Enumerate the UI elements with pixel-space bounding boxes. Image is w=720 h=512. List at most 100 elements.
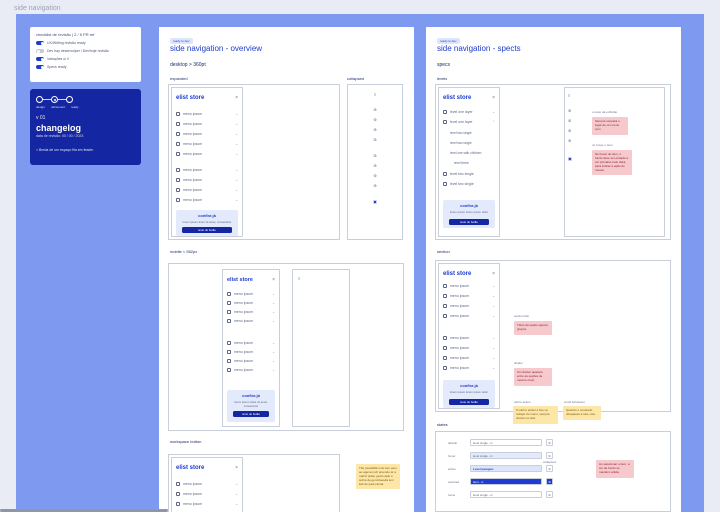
nav-item[interactable]: level one layer ⌃ [443, 120, 495, 124]
nav-item[interactable]: menu ipsum ⌄ [443, 314, 495, 318]
close-icon[interactable]: × [272, 277, 275, 283]
nav-item[interactable]: menu ipsum ⌄ [443, 284, 495, 288]
toggle-off[interactable] [36, 49, 44, 53]
nav-rail-icon[interactable]: ⊛ [568, 128, 572, 133]
nav-item[interactable]: menu ipsum ⌄ [176, 142, 238, 146]
toggle-on[interactable] [36, 57, 44, 61]
nav-item[interactable]: menu ipsum ⌄ [176, 178, 238, 182]
nav-item[interactable]: menu ipsum ⌄ [227, 319, 275, 323]
nav-rail-icon[interactable]: ⊛ [373, 153, 377, 158]
nav-rail-icon[interactable]: ⊛ [373, 183, 377, 188]
nav-item[interactable]: menu ipsum ⌄ [176, 198, 238, 202]
nav-item[interactable]: menu ipsum ⌄ [176, 188, 238, 192]
checklist-row[interactable]: Dev hay desenvolper / Dev/hoje revisão [36, 49, 135, 53]
nav-rail-icon[interactable]: ⊛ [373, 107, 377, 112]
state-icon[interactable]: ⊛ [546, 465, 553, 472]
cta-button[interactable]: texto do botão [449, 219, 489, 225]
nav-item[interactable]: menu ipsum ⌄ [176, 132, 238, 136]
menu-icon[interactable]: ≡ [373, 92, 377, 97]
nav-item[interactable]: level two single [443, 172, 495, 176]
state-icon[interactable]: ⊛ [546, 491, 553, 498]
brand-logo[interactable]: elist store [227, 277, 253, 283]
nav-item[interactable]: menu ipsum ⌄ [443, 336, 495, 340]
nav-item-label: menu ipsum [450, 314, 470, 318]
nav-item[interactable]: menu ipsum ⌄ [227, 341, 275, 345]
nav-item[interactable]: menu ipsum ⌄ [227, 292, 275, 296]
changelog-date: data de revisão: 00 / 00 / 2023 [36, 134, 84, 138]
chevron-down-icon: ⌄ [235, 188, 238, 192]
state-item[interactable]: level single - ic [470, 491, 542, 498]
nav-item-label: menu ipsum [450, 294, 470, 298]
nav-rail-icon[interactable]: ⊛ [568, 118, 572, 123]
brand-logo[interactable]: elist store [176, 95, 205, 101]
brand-logo[interactable]: elist store [176, 465, 205, 471]
state-item-hover[interactable]: level single - ic [470, 452, 542, 459]
state-item-active[interactable]: Level paragon [470, 465, 542, 472]
state-item-selected[interactable]: item - ic [470, 478, 542, 485]
state-icon-selected[interactable]: ⊛ [546, 478, 553, 485]
nav-rail-icon[interactable]: ⊛ [373, 163, 377, 168]
brand-logo[interactable]: elist store [443, 271, 472, 277]
cta-rail-icon[interactable]: ▣ [568, 156, 572, 161]
horizontal-scrollbar[interactable] [0, 509, 168, 512]
nav-item[interactable]: menu ipsum ⌄ [443, 294, 495, 298]
cta-card: confira já lorem ipsum dolor sit amet, c… [176, 210, 238, 236]
nav-item[interactable]: menu ipsum ⌄ [227, 359, 275, 363]
nav-rail-icon[interactable]: ⊛ [373, 173, 377, 178]
state-icon[interactable]: ⊛ [546, 452, 553, 459]
nav-item[interactable]: menu ipsum ⌄ [227, 368, 275, 372]
cta-button[interactable]: texto do botão [449, 399, 489, 405]
nav-item[interactable]: menu ipsum ⌄ [176, 492, 238, 496]
checklist-row[interactable]: Variações ui ii [36, 57, 135, 61]
toggle-on[interactable] [36, 65, 44, 69]
nav-item[interactable]: menu ipsum ⌄ [443, 346, 495, 350]
nav-item[interactable]: menu ipsum ⌄ [176, 168, 238, 172]
brand-logo[interactable]: elist store [443, 95, 472, 101]
nav-rail-icon[interactable]: ⊛ [568, 138, 572, 143]
cta-subtitle: lorem ipsum dolor sit amet, consectetur [234, 400, 268, 408]
state-label: hover [448, 453, 456, 458]
nav-item[interactable]: menu ipsum ⌄ [443, 366, 495, 370]
close-icon[interactable]: × [235, 465, 238, 471]
chevron-down-icon: ⌄ [492, 366, 495, 370]
nav-rail-icon[interactable]: ⊛ [568, 108, 572, 113]
cta-button[interactable]: texto do botão [182, 227, 232, 233]
nav-item[interactable]: menu ipsum ⌄ [176, 152, 238, 156]
menu-icon[interactable]: ≡ [298, 276, 301, 281]
nav-subitem[interactable]: level two single [450, 141, 472, 145]
nav-item[interactable]: menu ipsum ⌄ [176, 122, 238, 126]
menu-item-icon [443, 294, 447, 298]
nav-item[interactable]: level one layer ⌄ [443, 110, 495, 114]
close-icon[interactable]: × [492, 271, 495, 277]
nav-item[interactable]: menu ipsum ⌄ [227, 310, 275, 314]
nav-subitem[interactable]: level one with children [450, 151, 482, 155]
cta-button[interactable]: texto do botão [233, 411, 269, 417]
nav-item[interactable]: level two single [443, 182, 495, 186]
nav-rail-icon[interactable]: ⊛ [373, 127, 377, 132]
nav-rail-icon[interactable]: ⊛ [373, 137, 377, 142]
nav-item[interactable]: menu ipsum ⌄ [227, 350, 275, 354]
nav-item[interactable]: menu ipsum ⌄ [176, 502, 238, 506]
toggle-on[interactable] [36, 41, 44, 45]
nav-subitem[interactable]: level two single [450, 131, 472, 135]
cta-rail-icon[interactable]: ▣ [373, 199, 377, 204]
state-icon[interactable]: ⊛ [546, 439, 553, 446]
page-label: side navigation [14, 5, 61, 12]
step-label: design [36, 105, 45, 109]
checklist-row[interactable]: UX/Writing revisão ready [36, 41, 135, 45]
nav-item[interactable]: menu ipsum ⌄ [176, 482, 238, 486]
close-icon[interactable]: × [492, 95, 495, 101]
nav-item[interactable]: menu ipsum ⌄ [176, 112, 238, 116]
nav-item[interactable]: menu ipsum ⌄ [443, 304, 495, 308]
nav-item[interactable]: menu ipsum ⌄ [227, 301, 275, 305]
nav-item[interactable]: menu ipsum ⌄ [443, 356, 495, 360]
nav-subitem-level3[interactable]: level three [454, 161, 469, 165]
menu-item-icon [176, 178, 180, 182]
checklist-row[interactable]: Specs ready [36, 65, 135, 69]
close-icon[interactable]: × [235, 95, 238, 101]
menu-icon[interactable]: ≡ [568, 93, 571, 98]
nav-rail-icon[interactable]: ⊛ [373, 117, 377, 122]
menu-item-icon [443, 110, 447, 114]
spec-annotation: collapsed [543, 460, 556, 464]
state-item[interactable]: level single - ic [470, 439, 542, 446]
